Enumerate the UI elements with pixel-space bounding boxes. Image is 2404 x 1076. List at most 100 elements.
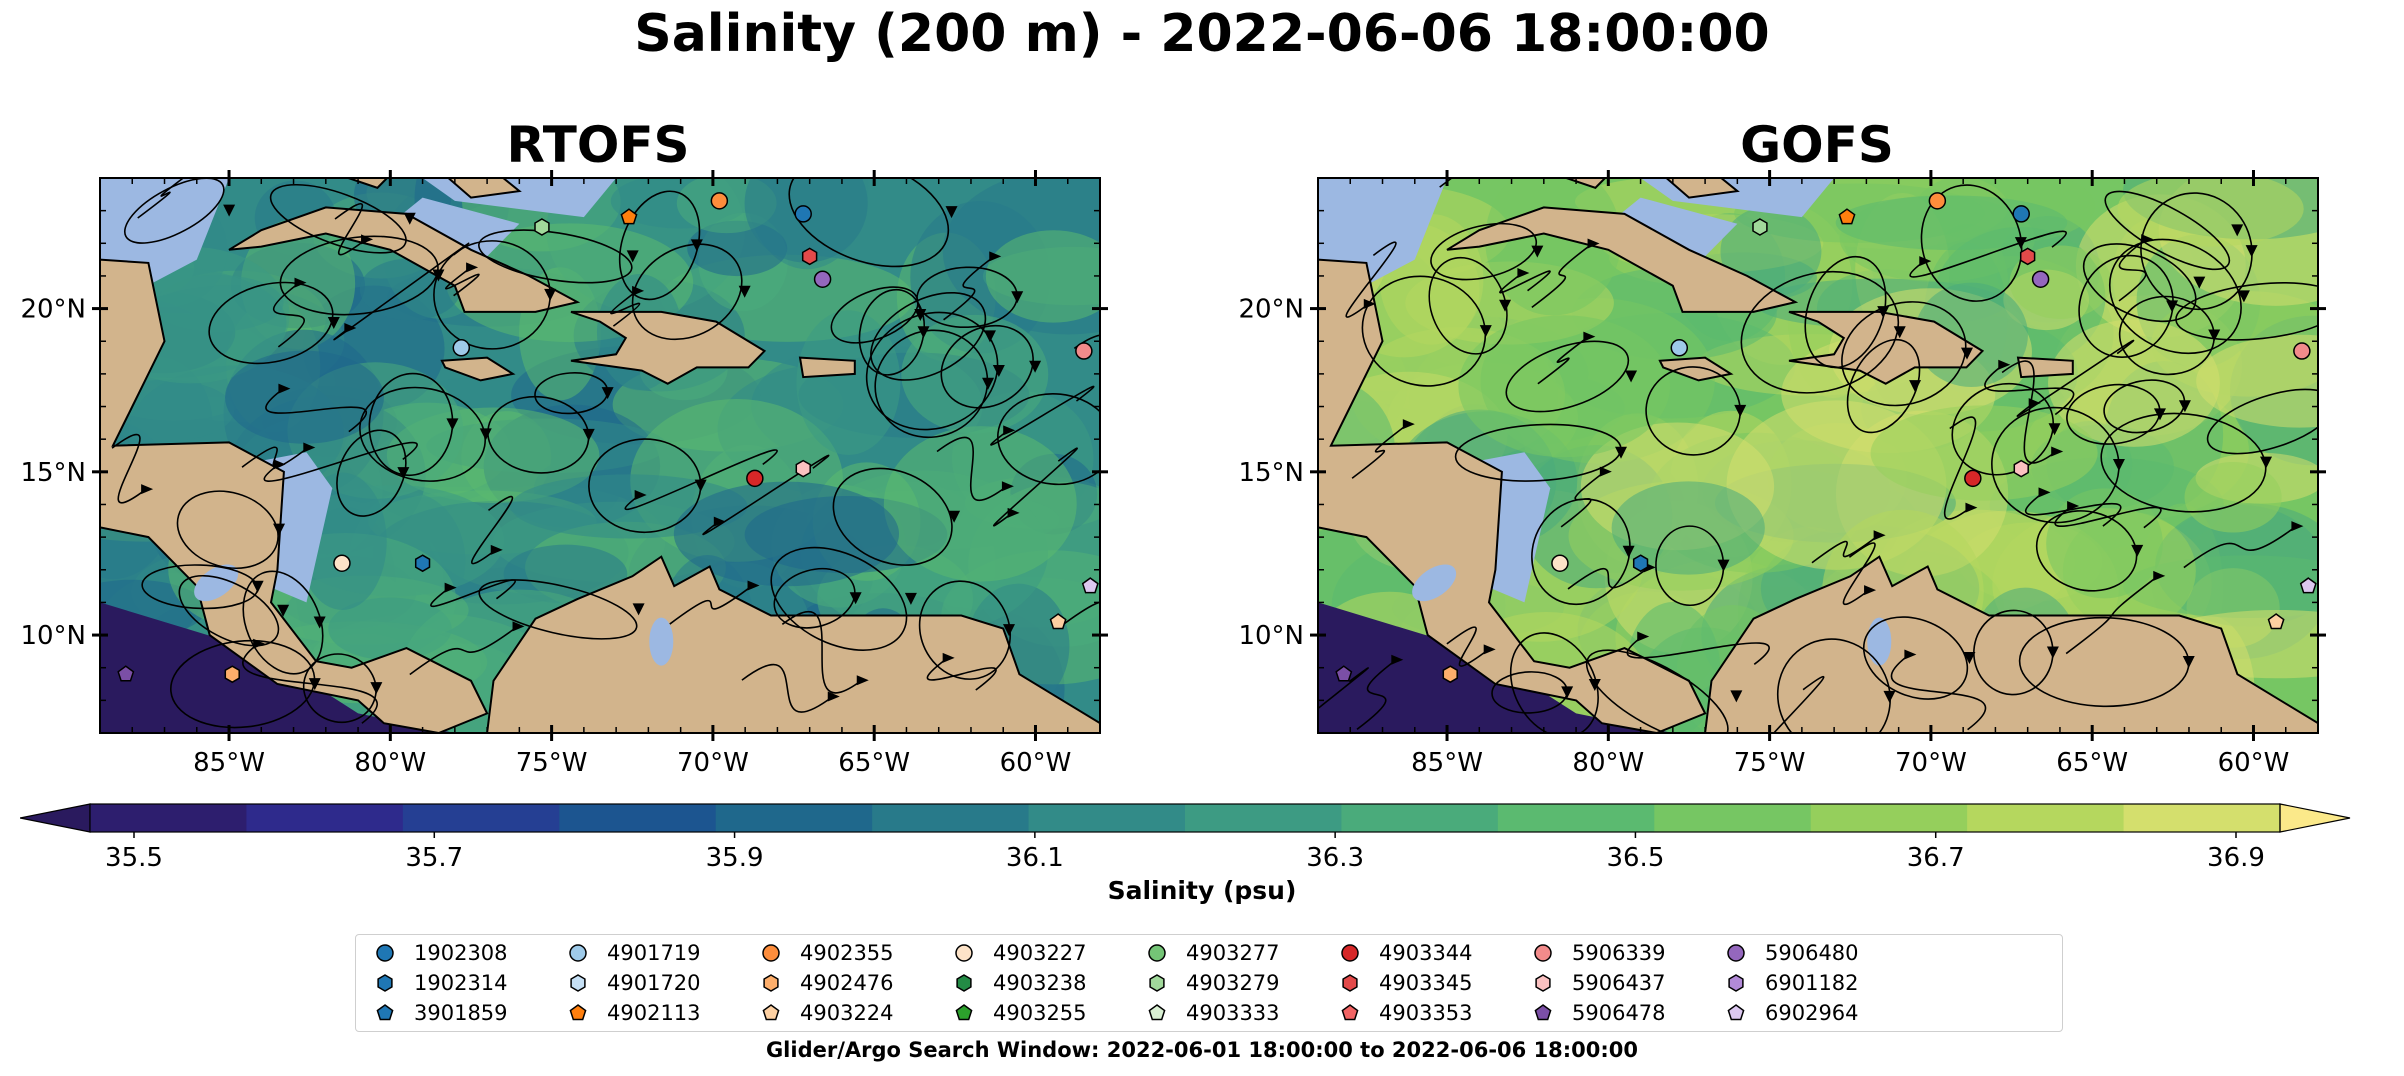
land-mass (1788, 310, 1985, 385)
profile-marker (2299, 577, 2317, 594)
pentagon-marker-icon (569, 1004, 587, 1021)
circle-marker-icon (1727, 944, 1745, 962)
circle-marker-icon (762, 944, 780, 962)
legend-item: 6902964 (1725, 998, 1859, 1028)
legend-item: 4903227 (953, 938, 1087, 968)
colorbar-segment (1654, 804, 1812, 832)
legend-item: 5906437 (1532, 968, 1666, 998)
land-mass (228, 206, 581, 313)
legend-item: 4901719 (567, 938, 701, 968)
profile-marker (1551, 554, 1569, 572)
profile-marker (1632, 554, 1649, 573)
legend-item: 6901182 (1725, 968, 1859, 998)
circle-marker-icon (1148, 944, 1166, 962)
legend-item: 4903345 (1339, 968, 1473, 998)
lon-tick-label: 70°W (1895, 748, 1967, 778)
colorbar-tick-label: 36.5 (1606, 843, 1664, 873)
land-mass (100, 258, 489, 733)
map-panel-gofs: 20°N 15°N 10°N 85°W 80°W 75°W 70°W 65°W 60°W (1238, 170, 2326, 778)
legend-item-label: 4903238 (993, 971, 1087, 995)
colorbar-tick-label: 36.3 (1306, 843, 1364, 873)
land-mass (1318, 258, 1707, 733)
colorbar-segment (246, 804, 404, 832)
legend-item: 4903353 (1339, 998, 1473, 1028)
panel-title-gofs: GOFS (1740, 116, 1894, 174)
colorbar-tick-label: 35.9 (706, 843, 764, 873)
pentagon-marker-icon (1341, 1004, 1359, 1021)
profile-marker (801, 247, 818, 266)
legend-item: 4903279 (1146, 968, 1280, 998)
search-window-caption: Glider/Argo Search Window: 2022-06-01 18… (765, 1038, 1639, 1062)
colorbar-over-extension (2279, 803, 2351, 833)
pentagon-marker-icon (762, 1004, 780, 1021)
legend-item: 4903238 (953, 968, 1087, 998)
profile-marker (534, 218, 550, 236)
profile-marker (224, 665, 240, 684)
pentagon-marker-icon (376, 1004, 394, 1021)
hexagon-marker-icon (1535, 974, 1551, 992)
profile-marker (2012, 205, 2030, 223)
colorbar-segment (402, 804, 560, 832)
legend-item-label: 4901719 (607, 941, 701, 965)
land-mass (446, 178, 522, 199)
legend-item-label: 4903345 (1379, 971, 1473, 995)
lon-tick-label: 60°W (2218, 748, 2290, 778)
land-mass (1664, 178, 1740, 199)
circle-marker-icon (376, 944, 394, 962)
map-frame (99, 177, 1101, 734)
colorbar: 35.5 35.7 35.9 36.1 36.3 36.5 36.7 36.9 (20, 803, 2351, 873)
legend-item: 4903344 (1339, 938, 1473, 968)
land-mass (1704, 555, 2318, 733)
pentagon-marker-icon (955, 1004, 973, 1021)
map-field (1318, 178, 2318, 733)
legend-item-label: 4903224 (800, 1001, 894, 1025)
legend-item: 4901720 (567, 968, 701, 998)
lon-tick-label: 85°W (193, 748, 265, 778)
lat-tick-label: 15°N (1238, 458, 1304, 488)
legend: 1902308 1902314 3901859 4901719 4901720 49021… (355, 934, 2063, 1032)
panel-title-rtofs: RTOFS (506, 116, 690, 174)
land-mass (486, 555, 1100, 733)
legend-item-label: 4903333 (1186, 1001, 1280, 1025)
legend-item: 4902113 (567, 998, 701, 1028)
colorbar-segment (1028, 804, 1186, 832)
land-mass (798, 356, 856, 379)
colorbar-tick-label: 35.5 (105, 843, 163, 873)
legend-item-label: 4903279 (1186, 971, 1280, 995)
legend-item-label: 4903353 (1379, 1001, 1473, 1025)
legend-item-label: 4902113 (607, 1001, 701, 1025)
lon-tick-label: 80°W (354, 748, 426, 778)
profile-marker (333, 554, 351, 572)
profile-marker (620, 208, 638, 225)
legend-item-label: 1902308 (414, 941, 508, 965)
profile-marker (2267, 613, 2285, 630)
figure-title: Salinity (200 m) - 2022-06-06 18:00:00 (634, 4, 1770, 64)
legend-item: 4903255 (953, 998, 1087, 1028)
profile-marker (1075, 342, 1093, 360)
circle-marker-icon (569, 944, 587, 962)
hexagon-marker-icon (377, 974, 393, 992)
profile-marker (794, 205, 812, 223)
legend-item-label: 4903277 (1186, 941, 1280, 965)
pentagon-marker-icon (1534, 1004, 1552, 1021)
hexagon-marker-icon (1728, 974, 1744, 992)
colorbar-segment (1341, 804, 1499, 832)
legend-item-label: 4903344 (1379, 941, 1473, 965)
profile-marker (2031, 270, 2050, 288)
profile-marker (1838, 208, 1856, 225)
colorbar-tick-label: 36.9 (2207, 843, 2265, 873)
colorbar-tick-label: 35.7 (405, 843, 463, 873)
profile-marker (795, 459, 811, 478)
colorbar-tick-label: 36.1 (1006, 843, 1064, 873)
map-frame (1317, 177, 2319, 734)
legend-item-label: 5906480 (1765, 941, 1859, 965)
colorbar-segment (1185, 804, 1343, 832)
legend-item-label: 4903227 (993, 941, 1087, 965)
profile-marker (414, 554, 431, 573)
profile-marker (1752, 218, 1768, 236)
colorbar-segment (1810, 804, 1968, 832)
profile-marker (452, 339, 471, 357)
colorbar-tick-label: 36.7 (1907, 843, 1965, 873)
legend-item: 1902308 (374, 938, 508, 968)
colorbar-segment (1967, 804, 2125, 832)
